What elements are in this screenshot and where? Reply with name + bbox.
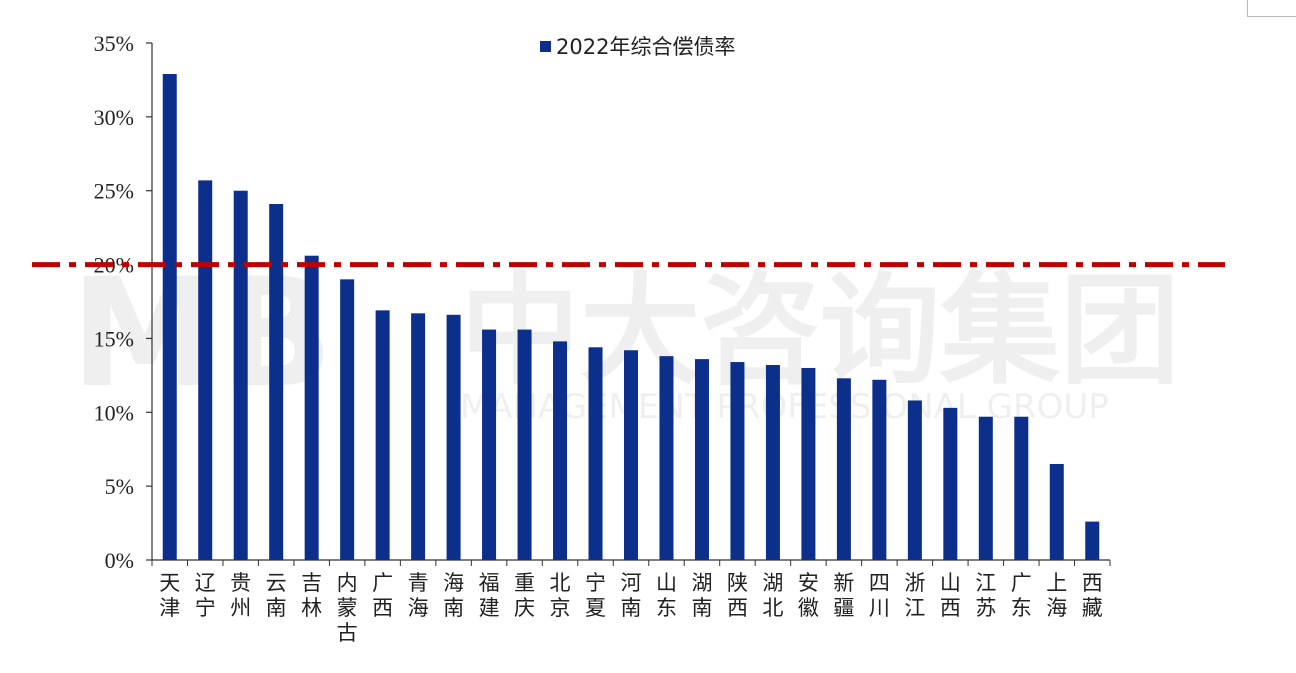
bar-上海 [1049,463,1064,560]
x-category-label: 青海 [408,571,429,620]
legend-label: 2022年综合偿债率 [556,35,735,59]
bar-北京 [553,341,568,560]
bar-湖南 [694,359,709,560]
bar-重庆 [517,329,532,560]
x-category-label: 四川 [869,571,890,620]
bar-福建 [482,329,497,560]
bar-天津 [162,74,177,561]
y-tick-label: 5% [105,474,134,499]
bar-四川 [872,379,887,560]
x-category-label: 北京 [550,571,571,620]
bar-广西 [375,310,390,560]
x-category-label: 贵州 [230,571,251,620]
x-category-label: 河南 [621,571,642,620]
bar-宁夏 [588,347,603,560]
x-category-label: 云南 [266,571,287,620]
bar-西藏 [1085,521,1100,560]
x-category-label: 山西 [940,571,961,620]
x-category-label: 山东 [656,571,677,620]
x-category-label: 安徽 [798,571,819,620]
x-category-label: 辽宁 [195,571,216,620]
bar-山东 [659,356,674,560]
x-category-label: 新疆 [833,571,854,620]
bar-新疆 [836,378,851,560]
bar-青海 [411,313,426,560]
bar-辽宁 [198,180,213,561]
x-category-label: 内蒙古 [337,571,358,645]
bar-广东 [1014,416,1029,560]
x-category-label: 上海 [1046,571,1067,620]
watermark-text-cn: 中大咨询集团 [460,262,1180,401]
bar-海南 [446,314,461,560]
x-category-label: 天津 [159,571,180,620]
bar-吉林 [304,255,319,561]
x-category-label: 广东 [1011,571,1032,620]
x-category-label: 吉林 [301,571,322,620]
y-tick-label: 15% [94,326,134,351]
y-tick-label: 35% [94,31,134,56]
bar-陕西 [730,362,745,560]
bar-云南 [269,204,284,560]
watermark-text-en: MANAGEMENT PROFESSIONAL GROUP [460,387,1109,427]
window-corner-frame [1247,0,1296,17]
x-category-label: 浙江 [904,571,925,620]
bar-贵州 [233,190,248,560]
bar-浙江 [907,400,922,560]
bar-江苏 [978,416,993,560]
y-tick-label: 25% [94,179,134,204]
bar-山西 [943,407,958,560]
bar-安徽 [801,367,816,560]
bar-内蒙古 [340,279,355,560]
x-category-label: 宁夏 [585,571,606,620]
x-category-label: 陕西 [727,571,748,620]
legend: 2022年综合偿债率 [540,35,735,59]
x-category-label: 福建 [479,571,500,620]
x-category-label: 湖北 [762,571,783,620]
y-tick-label: 0% [105,548,134,573]
x-category-label: 重庆 [514,571,535,620]
bar-河南 [624,350,638,560]
bar-湖北 [765,365,780,560]
x-category-label: 海南 [443,571,464,620]
y-tick-label: 30% [94,105,134,130]
x-category-label: 西藏 [1082,571,1103,620]
x-category-label: 湖南 [691,571,712,620]
legend-swatch [540,41,551,52]
x-category-label: 江苏 [975,571,996,620]
x-category-label: 广西 [372,571,393,620]
y-tick-label: 10% [94,400,134,425]
